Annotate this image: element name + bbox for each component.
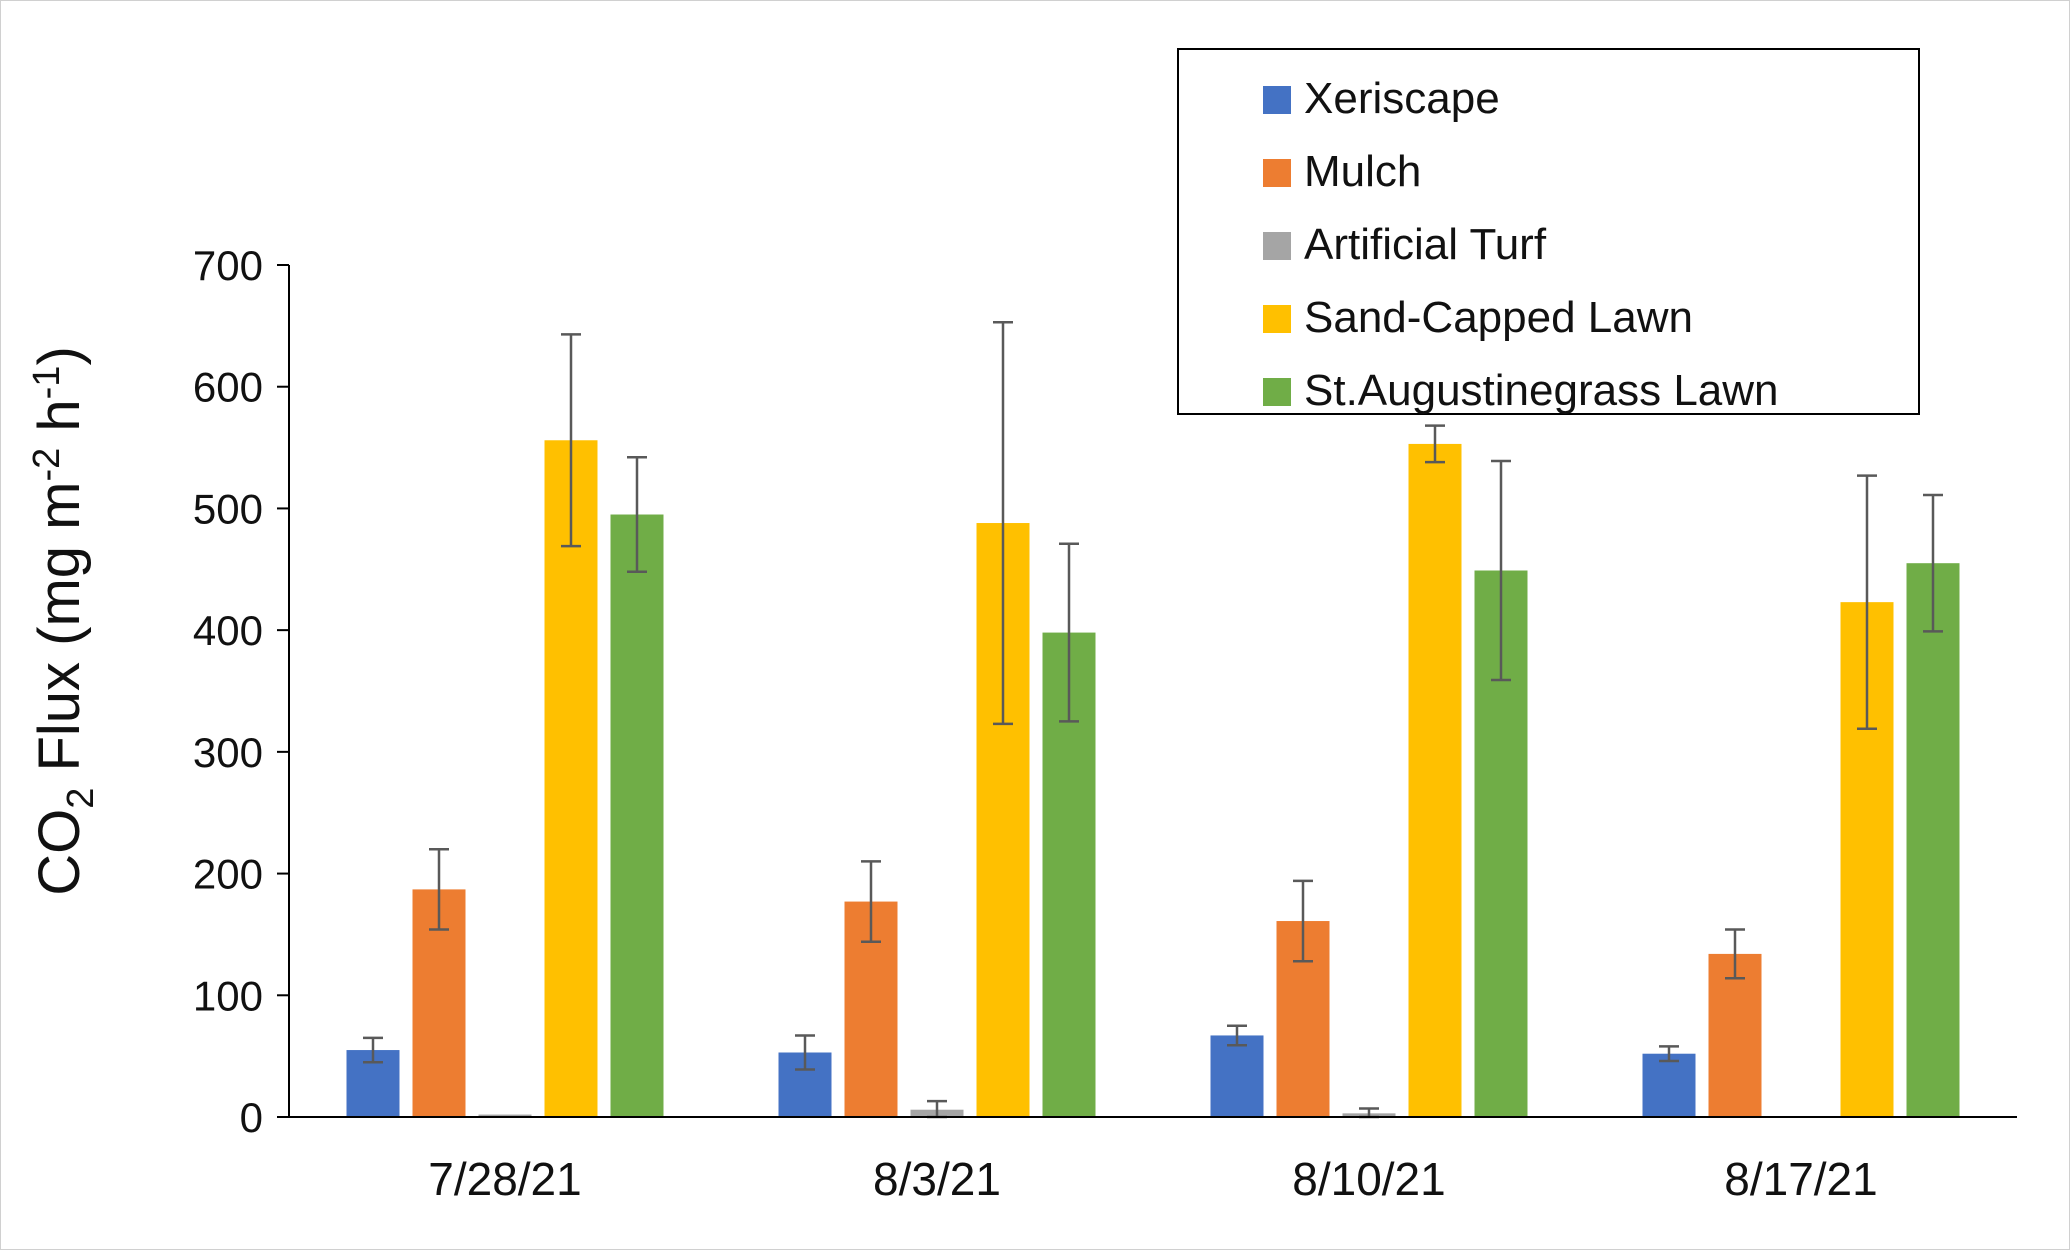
bar [1408,443,1462,1117]
x-category-label: 8/17/21 [1724,1153,1877,1205]
y-axis-title: CO2 Flux (mg m-2 h-1) [26,346,102,896]
y-tick-label: 500 [193,485,263,532]
bar [478,1114,532,1117]
y-title-subscript: 2 [60,788,102,809]
x-axis: 7/28/21 8/3/21 8/10/21 8/17/21 [289,1116,2017,1205]
legend-label: Artificial Turf [1304,220,1547,269]
y-title-part: ) [27,346,92,365]
x-category-label: 8/10/21 [1292,1153,1445,1205]
legend-label: St.Augustinegrass Lawn [1304,366,1779,415]
y-tick-label: 400 [193,607,263,654]
bar [1906,563,1960,1117]
legend-label: Xeriscape [1304,74,1500,123]
y-title-superscript: -2 [26,448,68,482]
y-tick-label: 200 [193,851,263,898]
y-title-part: CO [27,809,92,896]
x-category-label: 8/3/21 [873,1153,1001,1205]
y-title-superscript: -1 [26,366,68,400]
y-tick-label: 100 [193,972,263,1019]
bar [1642,1053,1696,1117]
legend-swatch [1263,378,1291,406]
bar [1210,1035,1264,1117]
legend-label: Mulch [1304,147,1421,196]
legend-swatch [1263,159,1291,187]
x-category-label: 7/28/21 [428,1153,581,1205]
y-tick-label: 0 [240,1094,263,1141]
y-tick-label: 600 [193,364,263,411]
series-xeriscape [346,1024,1696,1117]
y-title-part: Flux (mg m [27,482,92,788]
legend-label: Sand-Capped Lawn [1304,293,1693,342]
series-st-augustinegrass-lawn [610,456,1960,1117]
y-tick-label: 700 [193,242,263,289]
y-tick-label: 300 [193,729,263,776]
legend-swatch [1263,305,1291,333]
bar [544,440,598,1118]
bar [610,514,664,1117]
series-sand-capped-lawn [544,320,1894,1118]
bar-series-group [346,320,1960,1119]
y-title-part: h [27,399,92,447]
bar [1708,953,1762,1117]
series-mulch [412,847,1762,1117]
y-axis: 0 100 200 300 400 500 600 700 [193,242,290,1141]
legend-swatch [1263,86,1291,114]
legend: Xeriscape Mulch Artificial Turf Sand-Capped… [1177,48,1920,415]
legend-swatch [1263,232,1291,260]
legend-box [1177,48,1920,415]
